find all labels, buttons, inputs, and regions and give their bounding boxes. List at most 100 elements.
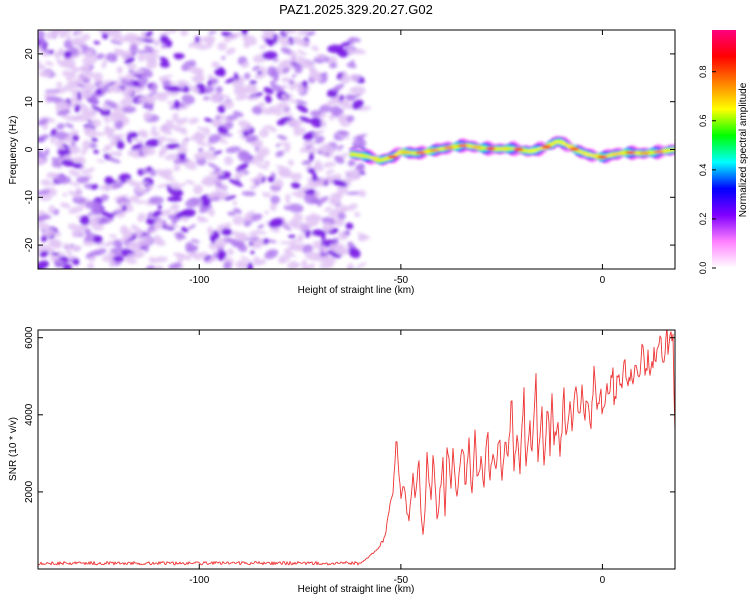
noise-blob	[301, 159, 312, 165]
noise-blob	[105, 111, 110, 117]
noise-blob	[82, 139, 91, 150]
noise-blob	[297, 234, 304, 241]
noise-blob	[87, 212, 93, 217]
noise-blob	[175, 53, 185, 59]
noise-blob	[98, 79, 112, 87]
noise-blob	[217, 42, 227, 51]
y-tick-label: 20	[24, 48, 35, 60]
noise-blob	[85, 250, 100, 259]
noise-blob	[275, 150, 285, 158]
noise-blob	[249, 80, 257, 85]
noise-blob	[168, 262, 182, 269]
noise-blob	[283, 205, 291, 211]
noise-blob	[173, 157, 189, 165]
noise-blob	[193, 184, 204, 195]
noise-blob	[283, 245, 298, 253]
noise-blob	[137, 212, 146, 223]
noise-blob	[38, 118, 49, 126]
noise-blob	[62, 143, 70, 149]
noise-blob	[251, 239, 263, 248]
noise-blob	[77, 91, 82, 101]
noise-blob	[312, 240, 324, 250]
noise-blob	[264, 160, 270, 167]
noise-blob	[335, 243, 345, 250]
noise-blob	[287, 261, 299, 269]
noise-blob	[228, 178, 244, 187]
colorbar-tick-label: 0.2	[698, 213, 708, 226]
noise-blob	[276, 102, 290, 110]
noise-blob	[215, 185, 221, 192]
noise-blob	[257, 224, 265, 229]
y-tick-label: 0	[24, 146, 35, 152]
snr-x-label: Height of straight line (km)	[298, 584, 415, 595]
noise-blob	[159, 30, 174, 36]
noise-blob	[215, 85, 223, 94]
noise-blob	[188, 85, 200, 93]
noise-blob	[223, 121, 234, 130]
noise-blob	[219, 114, 234, 123]
noise-blob	[232, 215, 244, 226]
noise-blob	[193, 152, 206, 160]
noise-blob	[208, 30, 217, 35]
noise-blob	[337, 133, 350, 140]
ridge-core	[541, 145, 552, 149]
noise-blob	[348, 247, 361, 259]
noise-blob	[226, 114, 239, 121]
noise-blob	[332, 83, 345, 92]
noise-blob	[175, 231, 184, 240]
noise-blob	[77, 73, 87, 82]
noise-blob	[126, 179, 141, 188]
noise-blob	[128, 194, 141, 203]
spectrogram-y-label: Frequency (Hz)	[8, 116, 19, 185]
noise-blob	[68, 190, 78, 197]
noise-blob	[203, 153, 218, 161]
noise-blob	[275, 143, 281, 148]
noise-blob	[279, 61, 295, 70]
noise-blob	[226, 248, 234, 256]
noise-blob	[126, 136, 132, 144]
noise-blob	[267, 125, 277, 133]
noise-blob	[151, 125, 157, 132]
noise-blob	[209, 79, 218, 86]
noise-blob	[266, 66, 277, 77]
noise-blob	[156, 183, 169, 189]
noise-blob	[299, 116, 313, 123]
noise-blob	[84, 228, 91, 236]
colorbar-label: Normalized spectral amplitude	[738, 82, 749, 217]
noise-blob	[74, 104, 81, 113]
noise-blob	[320, 119, 327, 128]
noise-blob	[137, 52, 146, 62]
noise-blob	[92, 223, 104, 231]
noise-blob	[240, 255, 252, 263]
noise-blob	[73, 116, 83, 122]
noise-blob	[349, 74, 361, 82]
noise-blob	[207, 226, 214, 236]
noise-blob	[221, 183, 228, 190]
noise-blob	[277, 134, 288, 141]
noise-blob	[96, 159, 106, 163]
noise-blob	[124, 57, 135, 64]
noise-blob	[48, 240, 59, 248]
ridge-core	[485, 147, 496, 151]
noise-blob	[101, 146, 112, 153]
noise-blob	[110, 210, 124, 215]
colorbar-ramp	[712, 30, 736, 268]
noise-blob	[107, 157, 121, 164]
noise-blob	[196, 138, 202, 143]
noise-blob	[357, 163, 365, 171]
noise-blob	[67, 223, 82, 232]
noise-blob	[293, 213, 303, 222]
noise-blob	[147, 83, 153, 88]
noise-blob	[108, 84, 114, 94]
noise-blob	[81, 33, 91, 41]
noise-blob	[285, 193, 291, 201]
noise-blob	[311, 172, 317, 182]
noise-blob	[207, 208, 215, 217]
noise-blob	[160, 168, 173, 179]
noise-blob	[297, 84, 305, 94]
noise-blob	[159, 56, 169, 63]
y-tick-label: 10	[24, 96, 35, 108]
noise-blob	[225, 47, 236, 56]
noise-blob	[297, 49, 307, 56]
